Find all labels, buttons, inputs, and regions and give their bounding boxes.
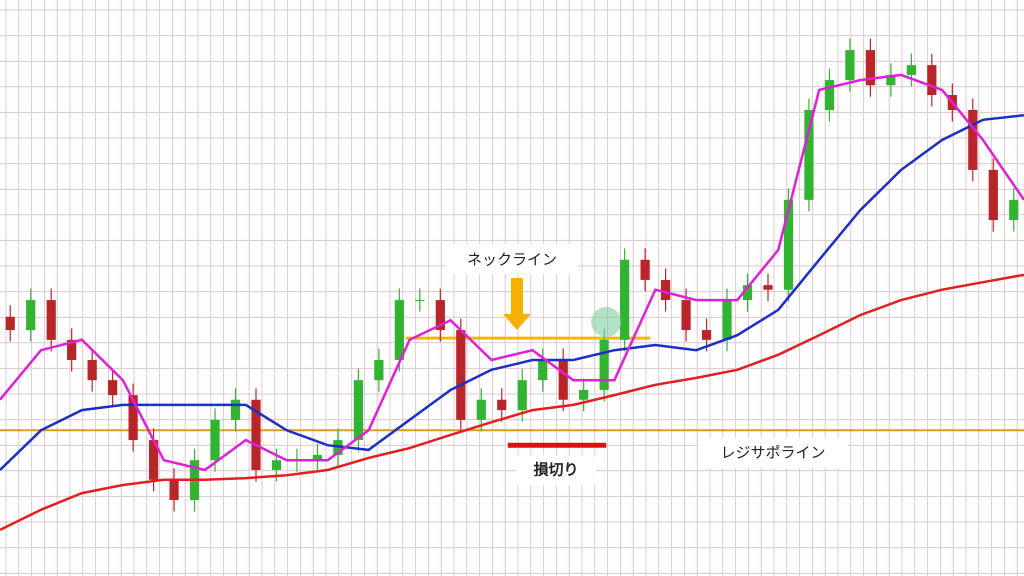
moving-average [0, 113, 1024, 471]
candle-body [1009, 199, 1019, 221]
label-box [516, 455, 596, 485]
candle-body [353, 380, 364, 441]
candle-body [783, 199, 794, 290]
neckline-label: ネックライン [467, 251, 557, 269]
candle-body [435, 300, 445, 331]
candle-body [845, 50, 855, 81]
candle-body [128, 395, 138, 441]
candle-body [824, 80, 835, 111]
candle-body [5, 316, 15, 331]
candle-body [169, 479, 179, 500]
plot [0, 38, 1024, 532]
candle-body [210, 419, 220, 461]
label-box [698, 438, 848, 468]
candle-body [148, 440, 159, 480]
candle-body [927, 65, 937, 96]
label-box [446, 244, 578, 274]
candle-body [620, 259, 630, 340]
candle-body [497, 399, 507, 411]
candle-body [251, 399, 261, 471]
stop-loss-label: 損切り [533, 461, 578, 479]
moving-average [0, 73, 1024, 472]
candle-body [804, 110, 814, 200]
candle-body [865, 50, 876, 86]
candle-body [886, 74, 896, 86]
candle-body [394, 300, 404, 360]
candle-body [26, 300, 36, 331]
candle-body [108, 380, 118, 396]
moving-average [0, 273, 1024, 532]
candle-body [599, 339, 609, 390]
candle-body [271, 460, 282, 471]
candle-body [415, 300, 425, 302]
candle-body [968, 110, 978, 170]
candle-body [579, 389, 589, 400]
support-label: レジサポライン [720, 444, 825, 462]
candle-body [558, 360, 568, 400]
candle-body [906, 65, 916, 75]
candle-body [517, 380, 527, 411]
candle-body [681, 300, 691, 331]
candle-body [374, 360, 384, 381]
candle-body [456, 330, 466, 420]
candle-body [46, 300, 56, 340]
candle-body [988, 169, 998, 221]
arrow [503, 278, 531, 330]
candle-body [312, 455, 323, 461]
candle-body [742, 285, 753, 301]
candle-body [230, 399, 241, 420]
candle-body [87, 360, 97, 381]
candle-body [763, 285, 773, 290]
candle-body [476, 399, 486, 420]
candle-body [722, 300, 732, 340]
candle-body [701, 330, 712, 340]
entry-marker [591, 306, 622, 337]
candle-body [67, 339, 77, 360]
candle-body [640, 259, 650, 280]
candle-body [538, 360, 548, 381]
candle-body [660, 279, 671, 301]
